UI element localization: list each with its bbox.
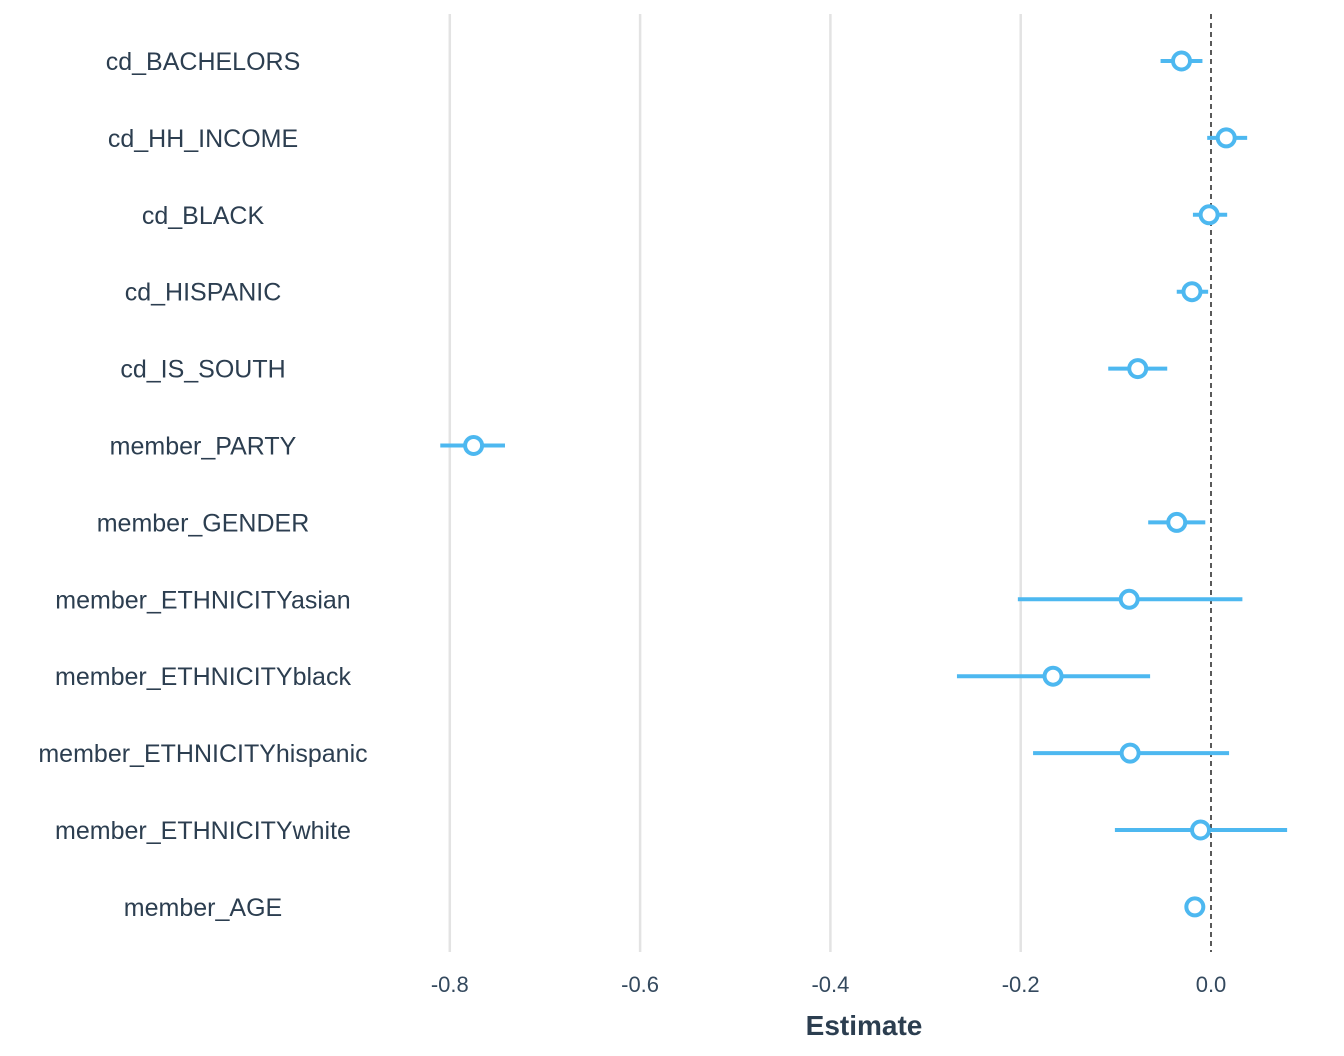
point-member_PARTY (463, 435, 485, 456)
confidence-intervals (440, 59, 1288, 909)
label-cd_BLACK: cd_BLACK (142, 202, 265, 230)
point-cd_IS_SOUTH (1127, 358, 1149, 380)
point-member_ETHNICITYwhite (1190, 819, 1212, 841)
label-member_GENDER: member_GENDER (97, 509, 310, 537)
label-member_ETHNICITYasian: member_ETHNICITYasian (55, 586, 350, 614)
x-tick-label-3: -0.2 (1002, 972, 1040, 997)
x-axis-ticks: -0.8 -0.6 -0.4 -0.2 0.0 (431, 972, 1226, 997)
point-cd_HH_INCOME (1215, 127, 1237, 149)
point-member_ETHNICITYblack (1042, 665, 1064, 687)
point-cd_HISPANIC (1181, 281, 1203, 303)
label-member_ETHNICITYwhite: member_ETHNICITYwhite (55, 817, 351, 845)
estimate-points (463, 50, 1237, 918)
term-labels: cd_BACHELORS cd_HH_INCOME cd_BLACK cd_HISPA… (38, 48, 367, 922)
label-member_AGE: member_AGE (124, 894, 282, 922)
label-cd_HH_INCOME: cd_HH_INCOME (108, 125, 298, 153)
point-member_ETHNICITYhispanic (1119, 742, 1141, 764)
x-axis-title: Estimate (806, 1010, 923, 1041)
x-tick-label-4: 0.0 (1196, 972, 1227, 997)
x-tick-label-0: -0.8 (431, 972, 469, 997)
x-tick-label-2: -0.4 (811, 972, 849, 997)
point-member_GENDER (1166, 511, 1188, 533)
point-member_ETHNICITYasian (1118, 588, 1140, 610)
label-cd_IS_SOUTH: cd_IS_SOUTH (120, 356, 285, 384)
label-cd_HISPANIC: cd_HISPANIC (125, 279, 282, 307)
point-cd_BACHELORS (1171, 50, 1193, 72)
label-member_PARTY: member_PARTY (110, 433, 297, 461)
label-member_ETHNICITYblack: member_ETHNICITYblack (55, 663, 351, 691)
x-tick-label-1: -0.6 (621, 972, 659, 997)
point-cd_BLACK (1198, 204, 1220, 226)
gridlines (448, 14, 1022, 952)
point-member_AGE (1184, 896, 1206, 918)
label-cd_BACHELORS: cd_BACHELORS (106, 48, 301, 76)
label-member_ETHNICITYhispanic: member_ETHNICITYhispanic (38, 740, 367, 768)
